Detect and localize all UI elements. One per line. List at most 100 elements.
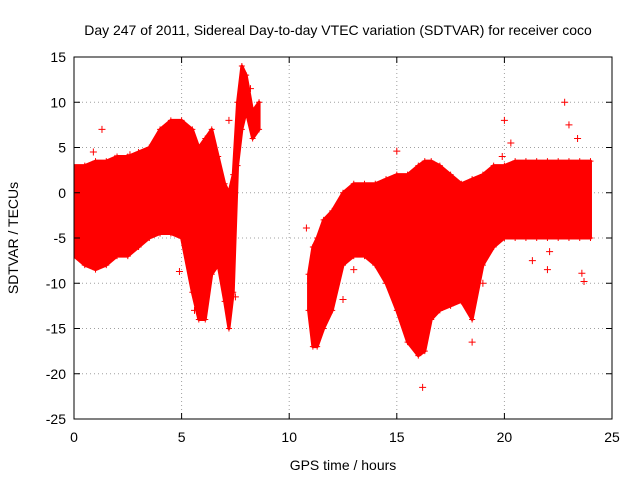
data-point [230, 171, 237, 178]
data-point [507, 139, 515, 147]
x-axis-label: GPS time / hours [290, 457, 397, 473]
data-point [189, 126, 196, 133]
y-tick-label: -20 [46, 366, 66, 382]
data-point [458, 180, 465, 187]
data-point [587, 158, 594, 165]
data-point [89, 148, 97, 156]
data-point [74, 162, 77, 169]
data-point [490, 162, 497, 169]
data-point [340, 189, 346, 196]
data-point [428, 158, 435, 165]
data-point [225, 325, 232, 332]
data-point [528, 257, 536, 265]
data-point [243, 72, 250, 79]
data-point [221, 298, 228, 305]
data-point [81, 162, 88, 169]
chart-title: Day 247 of 2011, Sidereal Day-to-day VTE… [84, 22, 592, 38]
data-point [468, 338, 476, 346]
data-point [74, 253, 77, 260]
data-point [576, 166, 584, 174]
data-band [74, 64, 261, 330]
x-tick-label: 10 [281, 429, 297, 445]
data-point [447, 302, 454, 309]
data-point [469, 316, 476, 323]
data-point [243, 108, 250, 115]
data-point [576, 235, 583, 241]
data-point [135, 149, 142, 156]
data-point [238, 63, 245, 70]
y-tick-label: 5 [58, 140, 66, 156]
data-point [533, 158, 540, 165]
data-point [404, 339, 411, 346]
data-point [256, 126, 263, 133]
y-tick-label: 10 [50, 94, 66, 110]
data-point [479, 171, 486, 178]
data-point [307, 275, 315, 283]
axis-ticks: 0 5 10 15 20 25 -25 -20 -15 -10 -5 0 5 10 15 [46, 49, 620, 445]
data-point [178, 117, 185, 124]
y-tick-label: -10 [46, 275, 66, 291]
data-point [191, 306, 199, 314]
data-point [498, 153, 506, 161]
data-point [238, 126, 245, 133]
data-point [249, 108, 256, 115]
data-point [361, 253, 368, 260]
data-point [314, 235, 321, 241]
data-point [135, 244, 142, 251]
data-point [436, 162, 443, 169]
data-point [314, 343, 321, 350]
data-point [565, 158, 572, 165]
data-point [103, 262, 110, 269]
data-point [561, 98, 569, 106]
data-point [103, 158, 110, 165]
data-point [146, 235, 153, 241]
data-point [195, 144, 202, 151]
data-point [215, 262, 222, 269]
data-point [565, 235, 572, 241]
data-point [419, 383, 427, 391]
data-point [234, 162, 241, 169]
data-point [231, 293, 239, 301]
data-point [421, 348, 428, 355]
data-point [533, 235, 540, 241]
data-point [202, 316, 209, 323]
data-point [522, 158, 529, 165]
data-point [202, 135, 209, 142]
y-tick-label: 0 [58, 185, 66, 201]
data-point [81, 262, 88, 269]
data-point [111, 154, 119, 162]
data-point [447, 171, 454, 178]
data-point [98, 125, 106, 133]
data-point [350, 180, 357, 187]
data-point [501, 162, 508, 169]
data-point [421, 158, 428, 165]
data-point [546, 248, 554, 256]
data-point [458, 298, 465, 305]
x-tick-label: 20 [497, 429, 513, 445]
data-point [469, 176, 476, 183]
data-point [522, 235, 529, 241]
data-point [543, 266, 551, 274]
data-point [404, 171, 411, 178]
data-point [490, 244, 497, 251]
data-point [383, 176, 390, 183]
data-point [305, 271, 312, 278]
data-point [157, 126, 164, 133]
data-point [339, 296, 347, 304]
data-point [393, 171, 400, 178]
data-point [415, 162, 422, 169]
data-point [309, 244, 316, 251]
data-point [225, 116, 233, 124]
data-point [126, 151, 134, 159]
data-point [340, 262, 346, 269]
data-point [302, 224, 310, 232]
data-point [215, 153, 222, 160]
data-point [428, 316, 435, 323]
data-point [372, 180, 379, 187]
data-point [320, 325, 327, 332]
data-point [124, 253, 131, 260]
data-point [383, 280, 390, 287]
data-point [587, 235, 594, 241]
data-point [512, 158, 519, 165]
data-point [479, 262, 486, 269]
